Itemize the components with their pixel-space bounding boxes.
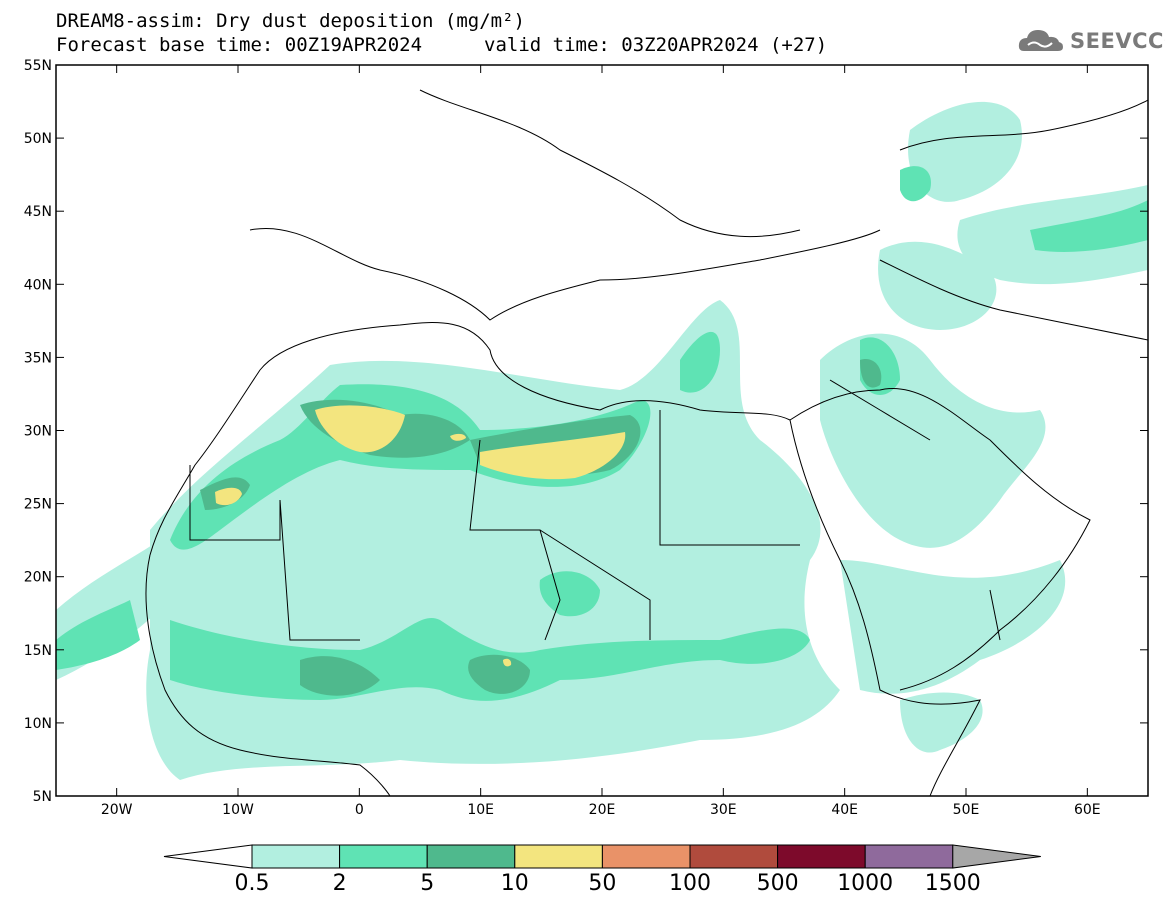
lon-tick-label: 10E bbox=[467, 802, 494, 818]
colorbar-swatch bbox=[514, 844, 603, 869]
lon-tick-label: 0 bbox=[355, 802, 364, 818]
colorbar-swatch bbox=[601, 844, 691, 869]
lon-tick-label: 10W bbox=[222, 802, 254, 818]
colorbar-swatch bbox=[777, 844, 866, 869]
colorbar-label: 2 bbox=[333, 871, 347, 896]
colorbar-label: 50 bbox=[588, 871, 616, 896]
colorbar-label: 10 bbox=[501, 871, 529, 896]
lon-tick-label: 40E bbox=[831, 802, 858, 818]
lat-tick-label: 30N bbox=[24, 424, 52, 440]
colorbar-swatch bbox=[426, 844, 516, 869]
map-title: DREAM8-assim: Dry dust deposition (mg/m²… bbox=[56, 10, 525, 32]
colorbar-label: 100 bbox=[669, 871, 711, 896]
lat-tick-label: 55N bbox=[24, 58, 52, 74]
lat-tick-label: 25N bbox=[24, 497, 52, 513]
longitude-axis: 20W 10W 0 10E 20E 30E 40E 50E 60E bbox=[101, 65, 1101, 818]
colorbar-over-arrow bbox=[952, 844, 1041, 869]
valid-time: valid time: 03Z20APR2024 (+27) bbox=[484, 34, 828, 56]
lat-tick-label: 45N bbox=[24, 204, 52, 220]
coastlines-borders bbox=[145, 89, 1148, 796]
colorbar-label: 500 bbox=[757, 871, 799, 896]
lon-tick-label: 60E bbox=[1074, 802, 1101, 818]
lon-tick-label: 50E bbox=[953, 802, 980, 818]
colorbar-swatch bbox=[339, 844, 428, 869]
colorbar-swatch bbox=[689, 844, 779, 869]
latitude-axis: 5N 10N 15N 20N 25N 30N 35N 40N 45N 50N 55N bbox=[24, 58, 1148, 805]
lat-tick-label: 50N bbox=[24, 131, 52, 147]
colorbar-label: 1500 bbox=[925, 871, 981, 896]
lat-tick-label: 20N bbox=[24, 570, 52, 586]
lat-tick-label: 35N bbox=[24, 350, 52, 366]
colorbar-swatch bbox=[251, 844, 341, 869]
lat-tick-label: 15N bbox=[24, 643, 52, 659]
logo-text: SEEVCCC bbox=[1070, 29, 1165, 53]
seevccc-logo: SEEVCCC bbox=[1018, 27, 1165, 57]
colorbar-label: 0.5 bbox=[235, 871, 270, 896]
forecast-base-time: Forecast base time: 00Z19APR2024 bbox=[56, 34, 423, 56]
colorbar-label: 5 bbox=[420, 871, 434, 896]
lon-tick-label: 20W bbox=[101, 802, 133, 818]
colorbar-swatch bbox=[864, 844, 954, 869]
cloud-icon bbox=[1018, 30, 1063, 51]
lat-tick-label: 10N bbox=[24, 716, 52, 732]
lon-tick-label: 30E bbox=[710, 802, 737, 818]
lon-tick-label: 20E bbox=[589, 802, 616, 818]
lat-tick-label: 5N bbox=[33, 789, 52, 805]
dust-deposition-field bbox=[56, 89, 1148, 796]
lat-tick-label: 40N bbox=[24, 277, 52, 293]
colorbar: 0.5 2 5 10 50 100 500 1000 1500 bbox=[163, 844, 1041, 896]
forecast-time-line: Forecast base time: 00Z19APR2024 valid ti… bbox=[56, 34, 827, 56]
deposition-level-10 bbox=[215, 405, 626, 667]
colorbar-label: 1000 bbox=[837, 871, 893, 896]
colorbar-under-arrow bbox=[163, 844, 253, 869]
